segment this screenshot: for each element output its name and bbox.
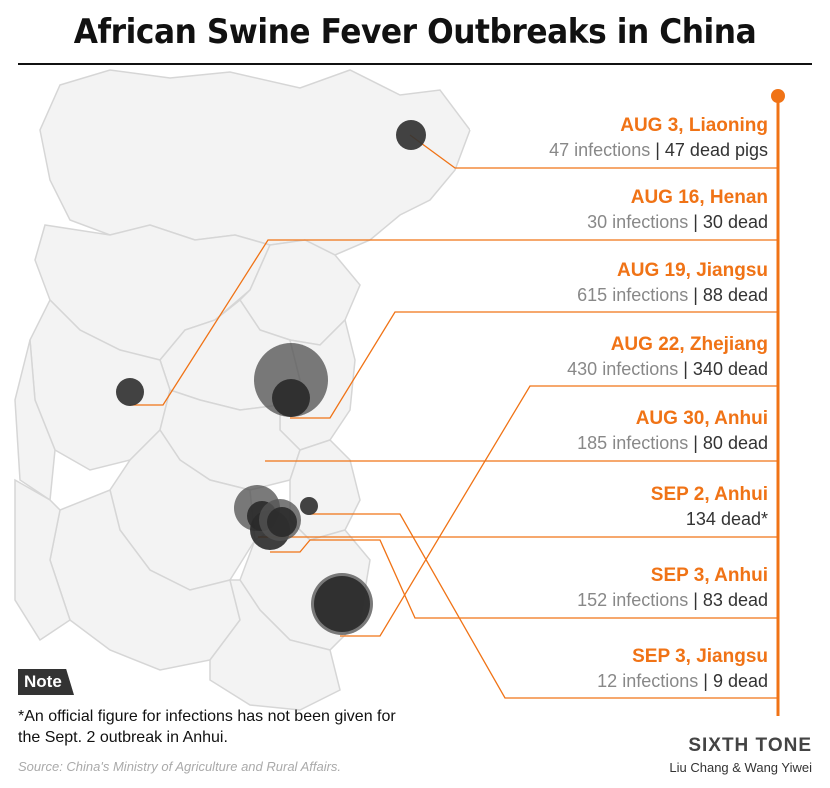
event-infections: 430 infections [567, 359, 679, 379]
author-credit: Liu Chang & Wang Yiwei [669, 760, 812, 775]
event-infections: 615 infections [577, 285, 689, 305]
event-dead: 30 dead [702, 212, 768, 232]
event-date: SEP 2, Anhui [650, 484, 768, 505]
event-date: SEP 3, Jiangsu [632, 646, 768, 667]
event-aug3-liaoning: AUG 3, Liaoning 47 infections | 47 dead … [549, 115, 768, 160]
event-infections: 152 infections [577, 590, 689, 610]
province-borders [14, 69, 471, 711]
event-date: AUG 30, Anhui [635, 408, 768, 429]
event-dead: 134 dead* [685, 509, 768, 529]
title-divider [18, 63, 812, 65]
event-dead: 340 dead [692, 359, 768, 379]
event-sep3-jiangsu: SEP 3, Jiangsu 12 infections | 9 dead [597, 646, 768, 691]
event-date: SEP 3, Anhui [650, 565, 768, 586]
event-date: AUG 19, Jiangsu [617, 260, 768, 281]
event-infections: 47 infections [549, 140, 651, 160]
event-aug30-anhui: AUG 30, Anhui 185 infections | 80 dead [577, 408, 768, 453]
event-date: AUG 16, Henan [630, 187, 768, 208]
event-dead: 47 dead pigs [664, 140, 768, 160]
event-infections: 30 infections [587, 212, 689, 232]
event-dead: 9 dead [712, 671, 768, 691]
event-aug16-henan: AUG 16, Henan 30 infections | 30 dead [587, 187, 768, 232]
event-dead: 88 dead [702, 285, 768, 305]
event-date: AUG 3, Liaoning [620, 115, 768, 136]
event-infections: 12 infections [597, 671, 699, 691]
event-aug22-zhejiang: AUG 22, Zhejiang 430 infections | 340 de… [567, 334, 768, 379]
page-title: African Swine Fever Outbreaks in China [73, 12, 757, 52]
bubble-jiangsu-aug19-dead [272, 379, 310, 417]
bubble-jiangsu-sep3 [300, 497, 318, 515]
event-sep2-anhui: SEP 2, Anhui 134 dead* [651, 483, 768, 531]
event-sep3-anhui: SEP 3, Anhui 152 infections | 83 dead [577, 565, 768, 610]
event-date: AUG 22, Zhejiang [610, 334, 768, 355]
note-label: Note [18, 669, 74, 695]
note-text: *An official figure for infections has n… [18, 708, 396, 746]
bubble-henan-aug16 [116, 378, 144, 406]
leader-lines [130, 134, 778, 699]
source-text: Source: China's Ministry of Agriculture … [18, 759, 342, 774]
brand-logo: SIXTH TONE [688, 735, 812, 756]
outbreak-bubbles [116, 120, 426, 635]
event-aug19-jiangsu: AUG 19, Jiangsu 615 infections | 88 dead [577, 260, 768, 305]
bubble-anhui-sep3-dead [267, 507, 297, 537]
bubble-liaoning-aug3 [396, 120, 426, 150]
bubble-zhejiang-aug22-dead [314, 576, 370, 632]
timeline-start-dot [771, 89, 785, 103]
event-infections: 185 infections [577, 433, 689, 453]
event-dead: 80 dead [702, 433, 768, 453]
event-dead: 83 dead [702, 590, 768, 610]
sea-area [470, 70, 830, 240]
